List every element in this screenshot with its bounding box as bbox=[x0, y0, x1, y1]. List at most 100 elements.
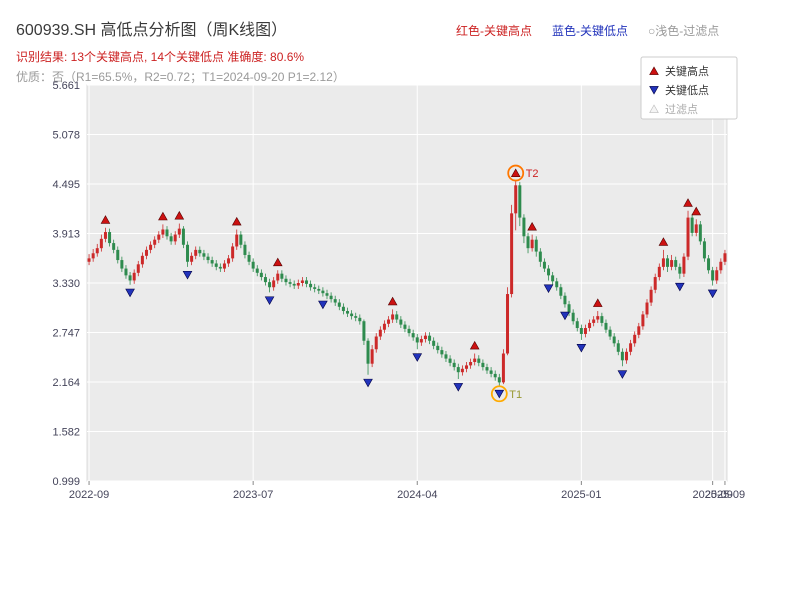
y-tick-label: 3.913 bbox=[52, 228, 80, 240]
y-tick-label: 0.999 bbox=[52, 476, 80, 488]
candle-body bbox=[206, 256, 210, 261]
key-low-marker bbox=[125, 288, 135, 298]
candle-body bbox=[288, 282, 292, 284]
annotation-label-T2: T2 bbox=[526, 168, 539, 180]
candle-body bbox=[91, 253, 95, 259]
candle-body bbox=[707, 258, 711, 271]
candle-body bbox=[497, 377, 501, 383]
candle-body bbox=[218, 266, 222, 269]
key-high-marker bbox=[387, 296, 398, 306]
candle-body bbox=[255, 268, 259, 273]
candle-body bbox=[382, 323, 386, 330]
candle-body bbox=[678, 266, 682, 274]
key-high-marker bbox=[592, 298, 603, 307]
candle-body bbox=[526, 236, 530, 249]
candle-body bbox=[300, 280, 304, 283]
candle-body bbox=[608, 329, 612, 337]
candle-body bbox=[116, 249, 120, 261]
candle-body bbox=[661, 258, 665, 267]
candle-body bbox=[136, 264, 140, 273]
candle-body bbox=[366, 340, 370, 364]
candle-body bbox=[387, 319, 391, 324]
candle-body bbox=[276, 273, 280, 281]
axis-labels: 0.999 1.582 2.164 2.747 3.330 3.913 4.495 5.078… bbox=[52, 80, 745, 501]
candle-body bbox=[428, 335, 432, 341]
candle-body bbox=[649, 289, 653, 303]
candle-body bbox=[501, 353, 505, 383]
candle-body bbox=[374, 336, 378, 350]
candle-body bbox=[629, 343, 633, 352]
candle-body bbox=[440, 350, 444, 355]
candle-body bbox=[551, 275, 555, 282]
candle-body bbox=[436, 345, 440, 351]
candle-body bbox=[132, 272, 136, 281]
candle-body bbox=[637, 326, 641, 335]
candle-body bbox=[198, 249, 202, 254]
plot-legend-label: 关键低点 bbox=[665, 83, 709, 97]
candle-body bbox=[641, 314, 645, 327]
candle-body bbox=[489, 370, 493, 374]
candle-body bbox=[547, 268, 551, 276]
candle-body bbox=[251, 261, 255, 269]
candle-body bbox=[87, 258, 91, 262]
plot-legend-box bbox=[640, 56, 738, 120]
candle-body bbox=[563, 295, 567, 305]
candle-body bbox=[616, 343, 620, 352]
header-legend: 红色-关键高点 蓝色-关键低点 ○浅色-过滤点 bbox=[456, 22, 719, 39]
candle-body bbox=[235, 234, 239, 247]
candle-body bbox=[456, 367, 460, 373]
candle-body bbox=[124, 268, 128, 276]
candle-body bbox=[317, 288, 321, 291]
candle-body bbox=[403, 324, 407, 329]
candle-body bbox=[202, 253, 206, 257]
candle-body bbox=[292, 283, 296, 286]
candle-body bbox=[144, 249, 148, 256]
header-legend-key-low: 蓝色-关键低点 bbox=[552, 24, 628, 38]
candle-body bbox=[354, 316, 358, 318]
x-tick-label: 2025-01 bbox=[561, 489, 601, 501]
candle-body bbox=[624, 351, 628, 361]
candle-body bbox=[140, 255, 144, 265]
candle-body bbox=[645, 302, 649, 315]
candle-body bbox=[477, 358, 481, 363]
candle-body bbox=[583, 328, 587, 334]
candle-body bbox=[284, 278, 288, 283]
candle-body bbox=[715, 270, 719, 281]
candle-body bbox=[190, 255, 194, 262]
candle-body bbox=[518, 185, 522, 218]
candle-body bbox=[506, 294, 510, 354]
candle-body bbox=[247, 254, 251, 262]
candle-body bbox=[231, 246, 235, 259]
key-low-marker bbox=[543, 284, 554, 294]
candle-body bbox=[99, 238, 103, 249]
key-high-marker bbox=[174, 210, 185, 220]
key-high-legend-icon bbox=[649, 66, 659, 75]
key-low-marker bbox=[412, 353, 423, 362]
candle-body bbox=[698, 224, 702, 242]
candle-body bbox=[485, 367, 489, 371]
candle-body bbox=[538, 251, 542, 262]
candle-body bbox=[95, 248, 99, 254]
candle-body bbox=[419, 339, 423, 343]
candle-body bbox=[407, 328, 411, 334]
candle-body bbox=[268, 282, 272, 288]
candle-body bbox=[411, 333, 415, 338]
page-title: 600939.SH 高低点分析图（周K线图） bbox=[16, 22, 288, 39]
key-high-marker bbox=[658, 237, 669, 246]
key-low-marker bbox=[494, 389, 505, 399]
key-high-markers bbox=[100, 168, 702, 350]
candle-body bbox=[592, 319, 596, 323]
candle-body bbox=[452, 362, 456, 368]
y-tick-label: 5.661 bbox=[52, 80, 80, 92]
y-tick-label: 5.078 bbox=[52, 130, 80, 142]
key-low-marker bbox=[318, 300, 328, 310]
candle-body bbox=[514, 185, 518, 214]
key-low-marker bbox=[617, 370, 628, 379]
candle-body bbox=[210, 260, 214, 264]
candle-body bbox=[112, 243, 116, 250]
candle-body bbox=[173, 234, 177, 242]
candle-body bbox=[674, 260, 678, 267]
candle-body bbox=[690, 217, 694, 233]
candle-body bbox=[181, 228, 185, 245]
candle-body bbox=[719, 261, 723, 271]
